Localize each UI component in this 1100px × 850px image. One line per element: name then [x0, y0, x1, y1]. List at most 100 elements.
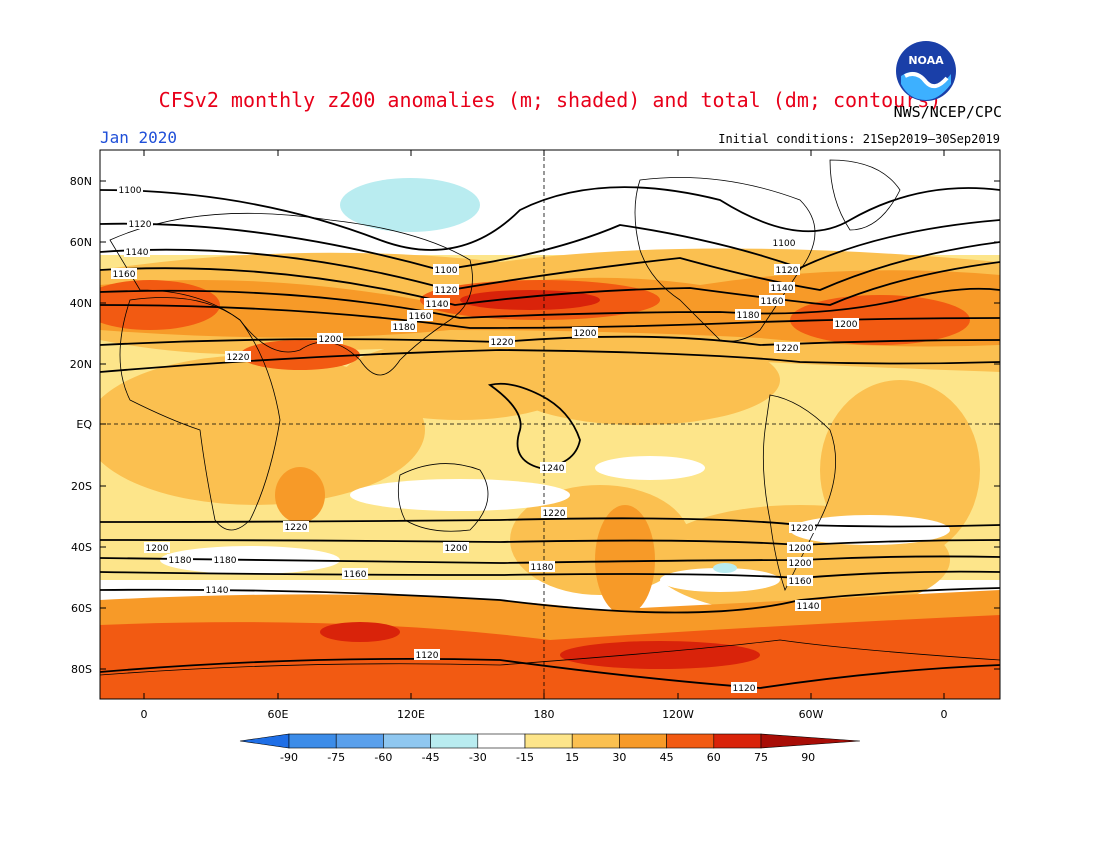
svg-text:1160: 1160	[789, 577, 812, 587]
contour-label: 1160	[787, 575, 813, 587]
svg-text:1140: 1140	[771, 284, 794, 294]
svg-text:1220: 1220	[227, 353, 250, 363]
contour-label: 1220	[225, 351, 251, 363]
svg-text:NOAA: NOAA	[908, 54, 944, 67]
contour-label: 1120	[414, 649, 440, 661]
svg-text:1200: 1200	[789, 544, 812, 554]
svg-text:1140: 1140	[206, 586, 229, 596]
colorbar: -90 -75 -60 -45 -30 -15 15 30 45 60 75 90	[239, 733, 861, 764]
colorbar-tick-label: 75	[754, 751, 768, 764]
lat-label: 40S	[71, 541, 92, 554]
svg-text:1140: 1140	[426, 300, 449, 310]
colorbar-swatch	[666, 733, 715, 749]
contour-label: 1120	[731, 682, 757, 694]
map-title: CFSv2 monthly z200 anomalies (m; shaded)…	[158, 88, 942, 112]
contour-label: 1180	[391, 321, 417, 333]
australia-coast	[397, 463, 489, 532]
shaded-anomalies	[100, 150, 1000, 699]
contour-label: 1220	[283, 521, 309, 533]
colorbar-tick-label: 30	[612, 751, 626, 764]
svg-text:1120: 1120	[435, 286, 458, 296]
greenland-coast	[829, 159, 901, 231]
contour-label: 1200	[317, 333, 343, 345]
latitude-axis: 80N 60N 40N 20N EQ 20S 40S 60S 80S	[70, 175, 1000, 676]
svg-text:1120: 1120	[129, 220, 152, 230]
lat-label: 80S	[71, 663, 92, 676]
colorbar-tick-label: -45	[422, 751, 440, 764]
contour-label: 1220	[489, 336, 515, 348]
contour-label: 1120	[127, 218, 153, 230]
colorbar-swatch	[477, 733, 526, 749]
colorbar-tick-label: -90	[280, 751, 298, 764]
colorbar-swatch	[571, 733, 620, 749]
contour-label: 1200	[443, 542, 469, 554]
contour-label: 1180	[735, 309, 761, 321]
contour-label: 1240	[540, 462, 566, 474]
contours	[100, 186, 1000, 689]
svg-text:1140: 1140	[797, 602, 820, 612]
svg-text:1140: 1140	[126, 248, 149, 258]
svg-text:1220: 1220	[285, 523, 308, 533]
contour-label: 1120	[433, 284, 459, 296]
svg-text:1100: 1100	[119, 186, 142, 196]
contour-label: 1220	[774, 342, 800, 354]
contour-label: 1200	[572, 327, 598, 339]
colorbar-swatch	[430, 733, 479, 749]
contour-label: 1220	[789, 522, 815, 534]
svg-text:1120: 1120	[733, 684, 756, 694]
colorbar-swatch	[619, 733, 667, 749]
svg-text:1160: 1160	[409, 312, 432, 322]
contour-label: 1180	[529, 561, 555, 573]
contour-label: 1100	[117, 184, 143, 196]
lat-label: 40N	[70, 297, 92, 310]
contour-label: 1200	[787, 557, 813, 569]
svg-text:1220: 1220	[543, 509, 566, 519]
contour-label: 1100	[433, 264, 459, 276]
colorbar-tick-label: -15	[516, 751, 534, 764]
contour-label: 1120	[774, 264, 800, 276]
contour-label: 1140	[204, 584, 230, 596]
svg-text:1220: 1220	[791, 524, 814, 534]
lon-label: 120W	[662, 708, 694, 721]
svg-text:1120: 1120	[416, 651, 439, 661]
svg-text:1180: 1180	[214, 556, 237, 566]
contour-label: 1160	[111, 268, 137, 280]
svg-text:1180: 1180	[393, 323, 416, 333]
svg-text:1180: 1180	[169, 556, 192, 566]
noaa-logo: NOAA	[896, 41, 956, 101]
svg-text:1200: 1200	[146, 544, 169, 554]
colorbar-tick-label: 15	[565, 751, 579, 764]
contour-label: 1200	[144, 542, 170, 554]
svg-text:1160: 1160	[344, 570, 367, 580]
lon-label: 60W	[799, 708, 824, 721]
contour-label: 1140	[769, 282, 795, 294]
svg-text:1200: 1200	[445, 544, 468, 554]
colorbar-tick-label: -75	[327, 751, 345, 764]
lat-label: 20S	[71, 480, 92, 493]
contour-label: 1180	[212, 554, 238, 566]
agency-label: NWS/NCEP/CPC	[893, 103, 1002, 121]
antarctica-coast	[100, 639, 1000, 676]
colorbar-tick-label: -30	[469, 751, 487, 764]
contour-label: 1160	[342, 568, 368, 580]
svg-text:1100: 1100	[435, 266, 458, 276]
svg-text:1200: 1200	[574, 329, 597, 339]
initial-conditions: Initial conditions: 21Sep2019–30Sep2019	[718, 132, 1000, 146]
svg-text:1200: 1200	[789, 559, 812, 569]
contour-label: 1160	[407, 310, 433, 322]
coastlines	[100, 159, 1000, 676]
north-america-coast	[634, 177, 816, 342]
eurasia-coast	[109, 212, 473, 376]
lat-label: 60S	[71, 602, 92, 615]
svg-text:1180: 1180	[737, 311, 760, 321]
lon-label: 0	[141, 708, 148, 721]
colorbar-tick-label: -60	[374, 751, 392, 764]
lat-label: 20N	[70, 358, 92, 371]
svg-text:1180: 1180	[531, 563, 554, 573]
lon-label: 0	[941, 708, 948, 721]
contour-label: 1220	[541, 507, 567, 519]
contour-label: 1160	[759, 295, 785, 307]
lon-label: 120E	[397, 708, 425, 721]
contour-label: 1140	[424, 298, 450, 310]
contour-label: 1200	[787, 542, 813, 554]
